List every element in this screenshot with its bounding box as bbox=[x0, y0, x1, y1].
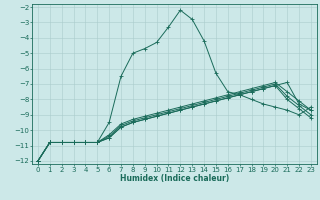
X-axis label: Humidex (Indice chaleur): Humidex (Indice chaleur) bbox=[120, 174, 229, 183]
